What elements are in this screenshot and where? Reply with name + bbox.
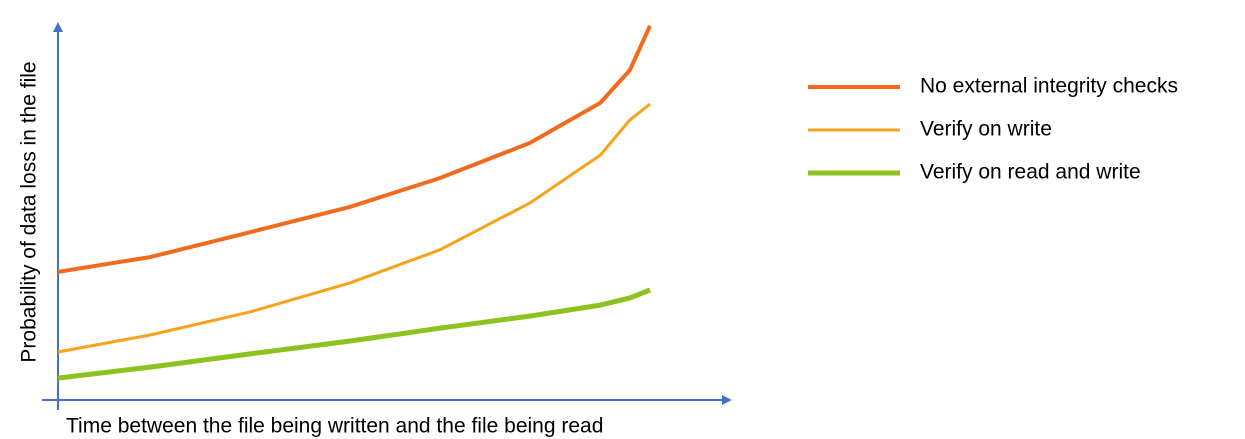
y-axis-label: Probability of data loss in the file: [18, 61, 41, 362]
legend-label: Verify on write: [920, 118, 1052, 141]
series-line: [57, 287, 651, 381]
legend-label: Verify on read and write: [920, 161, 1141, 184]
legend-label: No external integrity checks: [920, 75, 1178, 98]
x-axis-label: Time between the file being written and …: [66, 415, 603, 438]
series-line: [57, 24, 652, 274]
series-line: [57, 102, 651, 354]
